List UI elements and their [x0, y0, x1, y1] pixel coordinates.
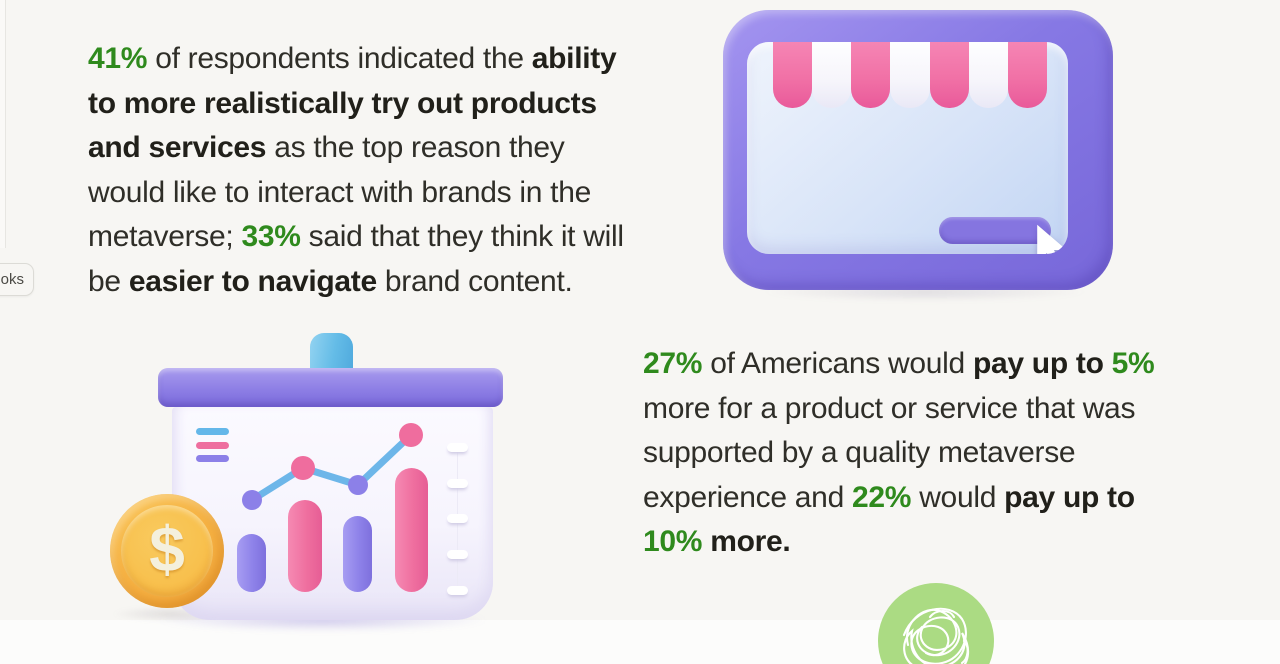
text-line: experience and 22% would pay up to [643, 476, 1154, 521]
chart-bar [288, 500, 322, 592]
text-segment: more for a product or service that was [643, 391, 1136, 425]
storefront-panel [747, 42, 1068, 254]
legend-line [196, 428, 229, 435]
text-segment: pay up to [1004, 480, 1135, 514]
chart-bar [237, 534, 266, 592]
awning-stripe [968, 42, 1008, 108]
text-segment: more. [710, 525, 791, 558]
text-segment: to more realistically try out products [88, 86, 597, 120]
ruler-tick [447, 585, 468, 595]
text-segment: said that they think it will [300, 220, 624, 253]
legend-line [196, 455, 229, 462]
text-segment: of respondents indicated the [147, 42, 532, 75]
awning-stripe [812, 42, 852, 108]
awning-stripe [929, 42, 969, 108]
ruler-tick [447, 478, 468, 488]
stat-paragraph-2: 27% of Americans would pay up to 5% more … [643, 342, 1155, 565]
left-panel-edge [0, 0, 6, 248]
storefront-illustration [660, 0, 1120, 310]
scribble-icon [902, 607, 970, 664]
coin-face: $ [121, 505, 213, 597]
next-section-background [0, 620, 1280, 664]
text-segment: and services [88, 131, 267, 164]
board-header-bar [158, 368, 503, 407]
ruler-tick [447, 550, 468, 560]
awning-stripe [1007, 42, 1047, 108]
text-segment: would like to interact with brands in th… [88, 175, 591, 209]
stat-paragraph-1: 41% of respondents indicated the ability… [88, 37, 624, 304]
dollar-coin-icon: $ [110, 494, 224, 608]
text-line: more for a product or service that was [643, 387, 1154, 432]
ruler-tick [447, 443, 468, 452]
text-segment: would [911, 480, 1005, 514]
text-line: 27% of Americans would pay up to 5% [643, 342, 1155, 387]
cutoff-books-button[interactable]: oks [0, 263, 34, 296]
storefront-button-bar [939, 217, 1051, 244]
text-segment: pay up to [972, 347, 1112, 380]
legend-line [196, 441, 229, 449]
text-segment: brand content. [376, 264, 573, 298]
text-segment: ability [531, 42, 617, 75]
cutoff-books-button-label: oks [0, 271, 24, 288]
cursor-icon [1037, 224, 1067, 254]
awning-stripe [851, 42, 891, 108]
text-segment: supported by a quality metaverse [643, 436, 1076, 469]
text-segment: 27% [643, 347, 703, 380]
board-legend-lines [196, 428, 229, 462]
ruler-tick [447, 514, 468, 524]
awning-stripe [890, 42, 930, 108]
text-line: to more realistically try out products [88, 82, 624, 127]
text-segment: 10% [643, 525, 703, 558]
text-line: metaverse; 33% said that they think it w… [88, 215, 624, 260]
text-line: and services as the top reason they [88, 126, 624, 171]
text-segment: 33% [241, 220, 301, 253]
text-line: 41% of respondents indicated the ability [88, 37, 624, 82]
text-segment: 41% [88, 42, 148, 75]
text-line: would like to interact with brands in th… [88, 171, 624, 216]
text-segment [702, 525, 710, 558]
dollar-symbol: $ [149, 513, 185, 585]
text-segment: as the top reason they [266, 131, 565, 164]
text-segment: metaverse; [88, 220, 242, 253]
text-line: supported by a quality metaverse [643, 431, 1154, 476]
text-segment: 22% [852, 480, 912, 514]
scribble-circle [878, 583, 994, 664]
text-segment: 5% [1111, 347, 1155, 380]
chart-board-illustration: $ [100, 330, 520, 664]
text-segment: experience and [643, 480, 852, 514]
chart-bar [395, 468, 428, 592]
storefront-awning [773, 42, 1047, 108]
text-line: 10% more. [643, 520, 1154, 565]
text-segment: be [88, 264, 129, 298]
text-segment: of Americans would [702, 347, 973, 380]
awning-stripe [773, 42, 813, 108]
chart-bar [343, 516, 372, 592]
text-segment: easier to navigate [128, 264, 377, 298]
text-line: be easier to navigate brand content. [88, 260, 624, 305]
